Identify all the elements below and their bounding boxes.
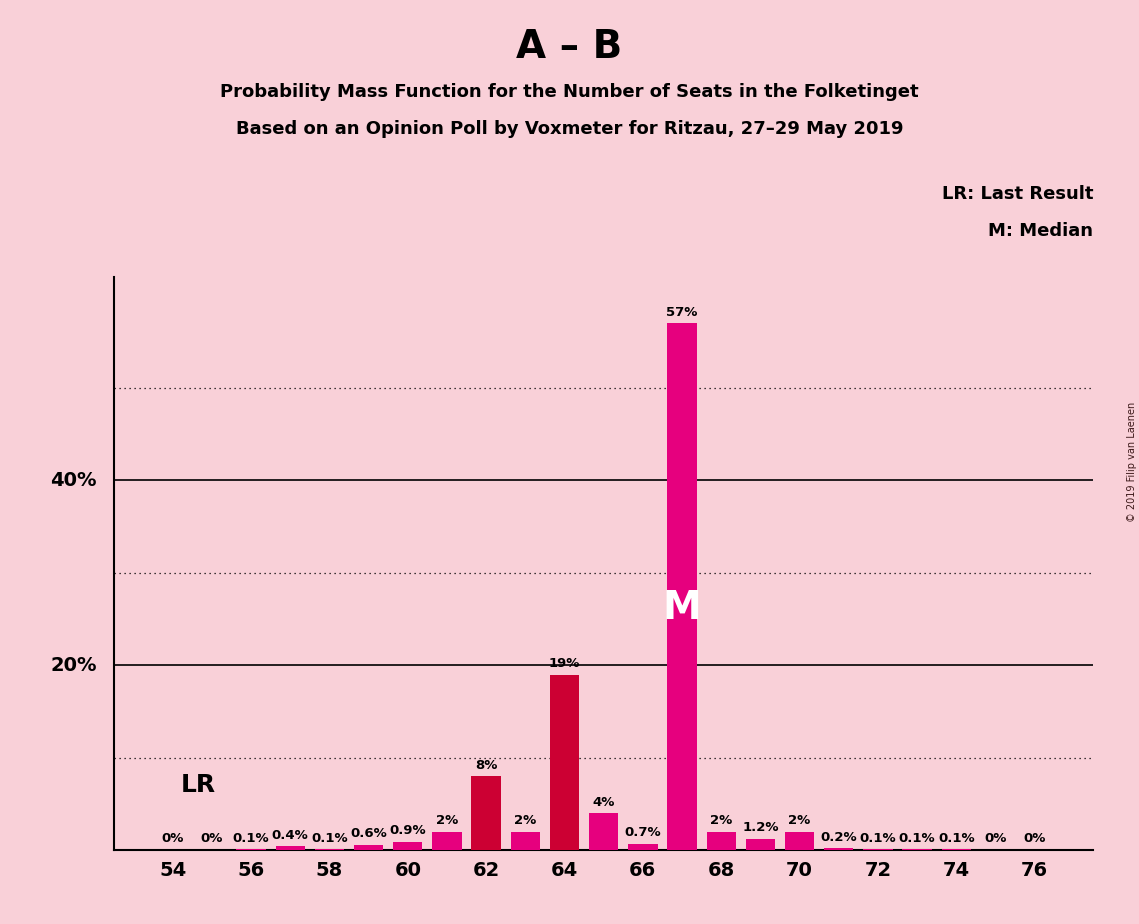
Bar <box>863 849 893 850</box>
Bar <box>276 846 305 850</box>
Text: 40%: 40% <box>50 471 97 490</box>
Text: 0%: 0% <box>200 833 223 845</box>
Bar <box>433 832 461 850</box>
Bar <box>314 849 344 850</box>
Bar <box>825 848 853 850</box>
Text: 0.4%: 0.4% <box>272 829 309 842</box>
Text: 4%: 4% <box>592 796 615 808</box>
Text: 8%: 8% <box>475 759 498 772</box>
Text: M: Median: M: Median <box>989 222 1093 239</box>
Text: 0.1%: 0.1% <box>899 832 935 845</box>
Bar <box>393 842 423 850</box>
Text: LR: LR <box>180 773 215 797</box>
Text: 1.2%: 1.2% <box>743 821 779 834</box>
Bar <box>354 845 384 850</box>
Text: 0.6%: 0.6% <box>350 827 387 840</box>
Bar <box>785 832 814 850</box>
Text: 2%: 2% <box>436 814 458 827</box>
Text: 0.1%: 0.1% <box>311 832 347 845</box>
Text: 2%: 2% <box>710 814 732 827</box>
Text: © 2019 Filip van Laenen: © 2019 Filip van Laenen <box>1126 402 1137 522</box>
Bar <box>706 832 736 850</box>
Text: 0.1%: 0.1% <box>232 832 269 845</box>
Text: LR: Last Result: LR: Last Result <box>942 185 1093 202</box>
Text: Probability Mass Function for the Number of Seats in the Folketinget: Probability Mass Function for the Number… <box>220 83 919 101</box>
Text: 0.9%: 0.9% <box>390 824 426 837</box>
Text: 2%: 2% <box>788 814 811 827</box>
Text: 19%: 19% <box>549 657 580 670</box>
Bar <box>629 844 657 850</box>
Text: 20%: 20% <box>50 656 97 675</box>
Text: 0.1%: 0.1% <box>939 832 975 845</box>
Text: 2%: 2% <box>514 814 536 827</box>
Bar <box>550 675 580 850</box>
Text: M: M <box>663 589 702 626</box>
Bar <box>237 849 265 850</box>
Text: A – B: A – B <box>516 28 623 66</box>
Text: 0.2%: 0.2% <box>820 831 857 844</box>
Bar <box>510 832 540 850</box>
Bar <box>667 323 697 850</box>
Bar <box>942 849 970 850</box>
Bar <box>746 839 776 850</box>
Text: 0.7%: 0.7% <box>624 826 661 839</box>
Text: Based on an Opinion Poll by Voxmeter for Ritzau, 27–29 May 2019: Based on an Opinion Poll by Voxmeter for… <box>236 120 903 138</box>
Text: 0%: 0% <box>984 833 1007 845</box>
Bar <box>902 849 932 850</box>
Bar <box>472 776 501 850</box>
Bar <box>589 813 618 850</box>
Text: 0.1%: 0.1% <box>860 832 896 845</box>
Text: 0%: 0% <box>1024 833 1046 845</box>
Text: 57%: 57% <box>666 306 698 319</box>
Text: 0%: 0% <box>162 833 183 845</box>
